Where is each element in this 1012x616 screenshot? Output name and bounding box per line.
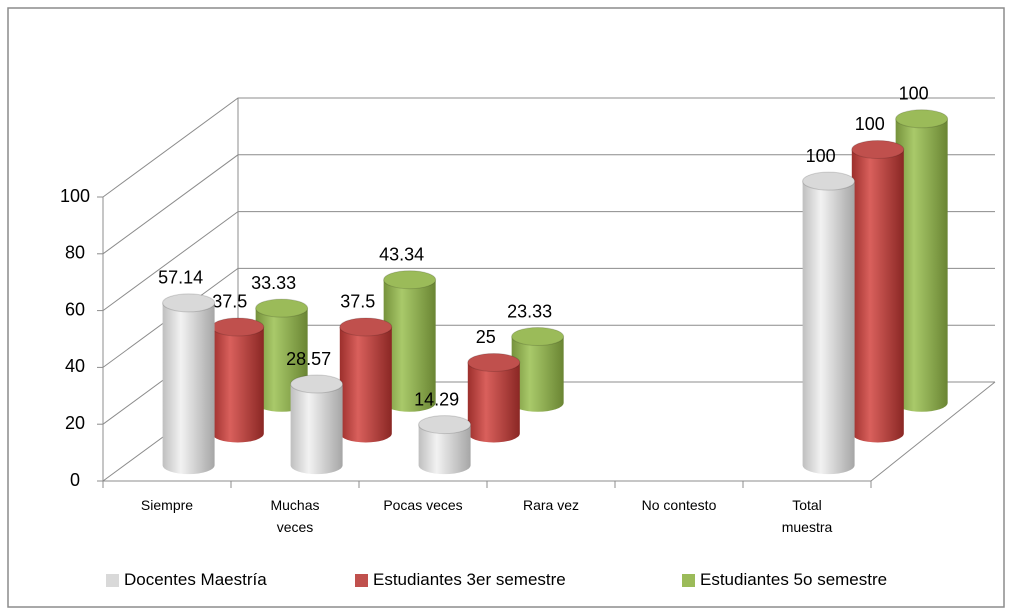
y-tick-label: 80	[65, 243, 85, 263]
grid-line	[102, 267, 995, 368]
bar-top	[511, 327, 565, 347]
data-label: 100	[855, 114, 885, 134]
x-tick-label: Muchas veces	[270, 497, 320, 535]
data-label: 28.57	[286, 349, 331, 369]
y-tick-label: 0	[70, 470, 80, 490]
data-label: 14.29	[414, 389, 459, 409]
data-label: 37.5	[212, 292, 247, 312]
bar-top	[339, 317, 393, 337]
data-label: 100	[899, 84, 929, 104]
frame	[7, 7, 1005, 608]
grid-line	[102, 154, 995, 255]
legend-label: Estudiantes 3er semestre	[373, 570, 566, 589]
bar	[339, 317, 393, 443]
bar-body	[339, 326, 392, 443]
bar-body	[383, 279, 436, 412]
x-tick-label: No contesto	[641, 497, 717, 513]
bar-top	[211, 317, 265, 337]
data-label: 37.5	[340, 292, 375, 312]
bar	[802, 171, 856, 475]
bar-body	[290, 384, 343, 475]
x-tick-label: Total muestra	[781, 497, 833, 535]
grid-line	[102, 97, 995, 198]
legend-label: Docentes Maestría	[124, 570, 267, 589]
bar-top	[383, 270, 437, 290]
bar	[383, 270, 437, 412]
bar-body	[511, 336, 564, 412]
bar	[467, 352, 521, 443]
bar-body	[418, 424, 471, 475]
x-tick-label: Pocas veces	[383, 497, 463, 513]
legend-swatch	[106, 573, 119, 587]
data-label: 100	[806, 146, 836, 166]
bar-top	[162, 293, 216, 313]
data-label: 43.34	[379, 244, 424, 264]
bar-top	[895, 109, 949, 129]
bar-top	[802, 171, 856, 191]
y-tick-label: 20	[65, 413, 85, 433]
wall-edge	[870, 381, 996, 482]
x-tick-label: Rara vez	[522, 497, 580, 513]
bar	[211, 317, 265, 443]
legend-item: Estudiantes 3er semestre	[355, 570, 566, 590]
bar-body	[802, 181, 855, 475]
bar-body	[211, 326, 264, 443]
legend-label: Estudiantes 5o semestre	[700, 570, 888, 589]
bar	[895, 109, 949, 412]
bar	[851, 139, 905, 443]
x-tick-label: Siempre	[140, 497, 194, 513]
bar-top	[255, 298, 309, 318]
legend-swatch	[682, 573, 695, 587]
bar-top	[851, 139, 905, 159]
bar	[290, 374, 344, 475]
y-tick-label: 60	[65, 299, 85, 319]
bar-body	[851, 149, 904, 443]
bar-top	[290, 374, 344, 394]
bar-body	[467, 362, 520, 443]
data-label: 57.14	[158, 268, 203, 288]
data-label: 23.33	[507, 301, 552, 321]
bar-top	[418, 415, 472, 435]
legend-item: Docentes Maestría	[106, 570, 267, 590]
bar-body	[895, 118, 948, 412]
y-tick-label: 40	[65, 356, 85, 376]
grid-line	[102, 211, 995, 312]
data-label: 25	[476, 327, 496, 347]
bar	[511, 327, 565, 412]
data-label: 33.33	[251, 273, 296, 293]
bar	[418, 415, 472, 475]
bar-body	[162, 302, 215, 475]
bar-top	[467, 352, 521, 372]
legend-swatch	[355, 573, 368, 587]
y-tick-label: 100	[60, 186, 90, 206]
bar	[162, 293, 216, 475]
legend-item: Estudiantes 5o semestre	[682, 570, 887, 590]
